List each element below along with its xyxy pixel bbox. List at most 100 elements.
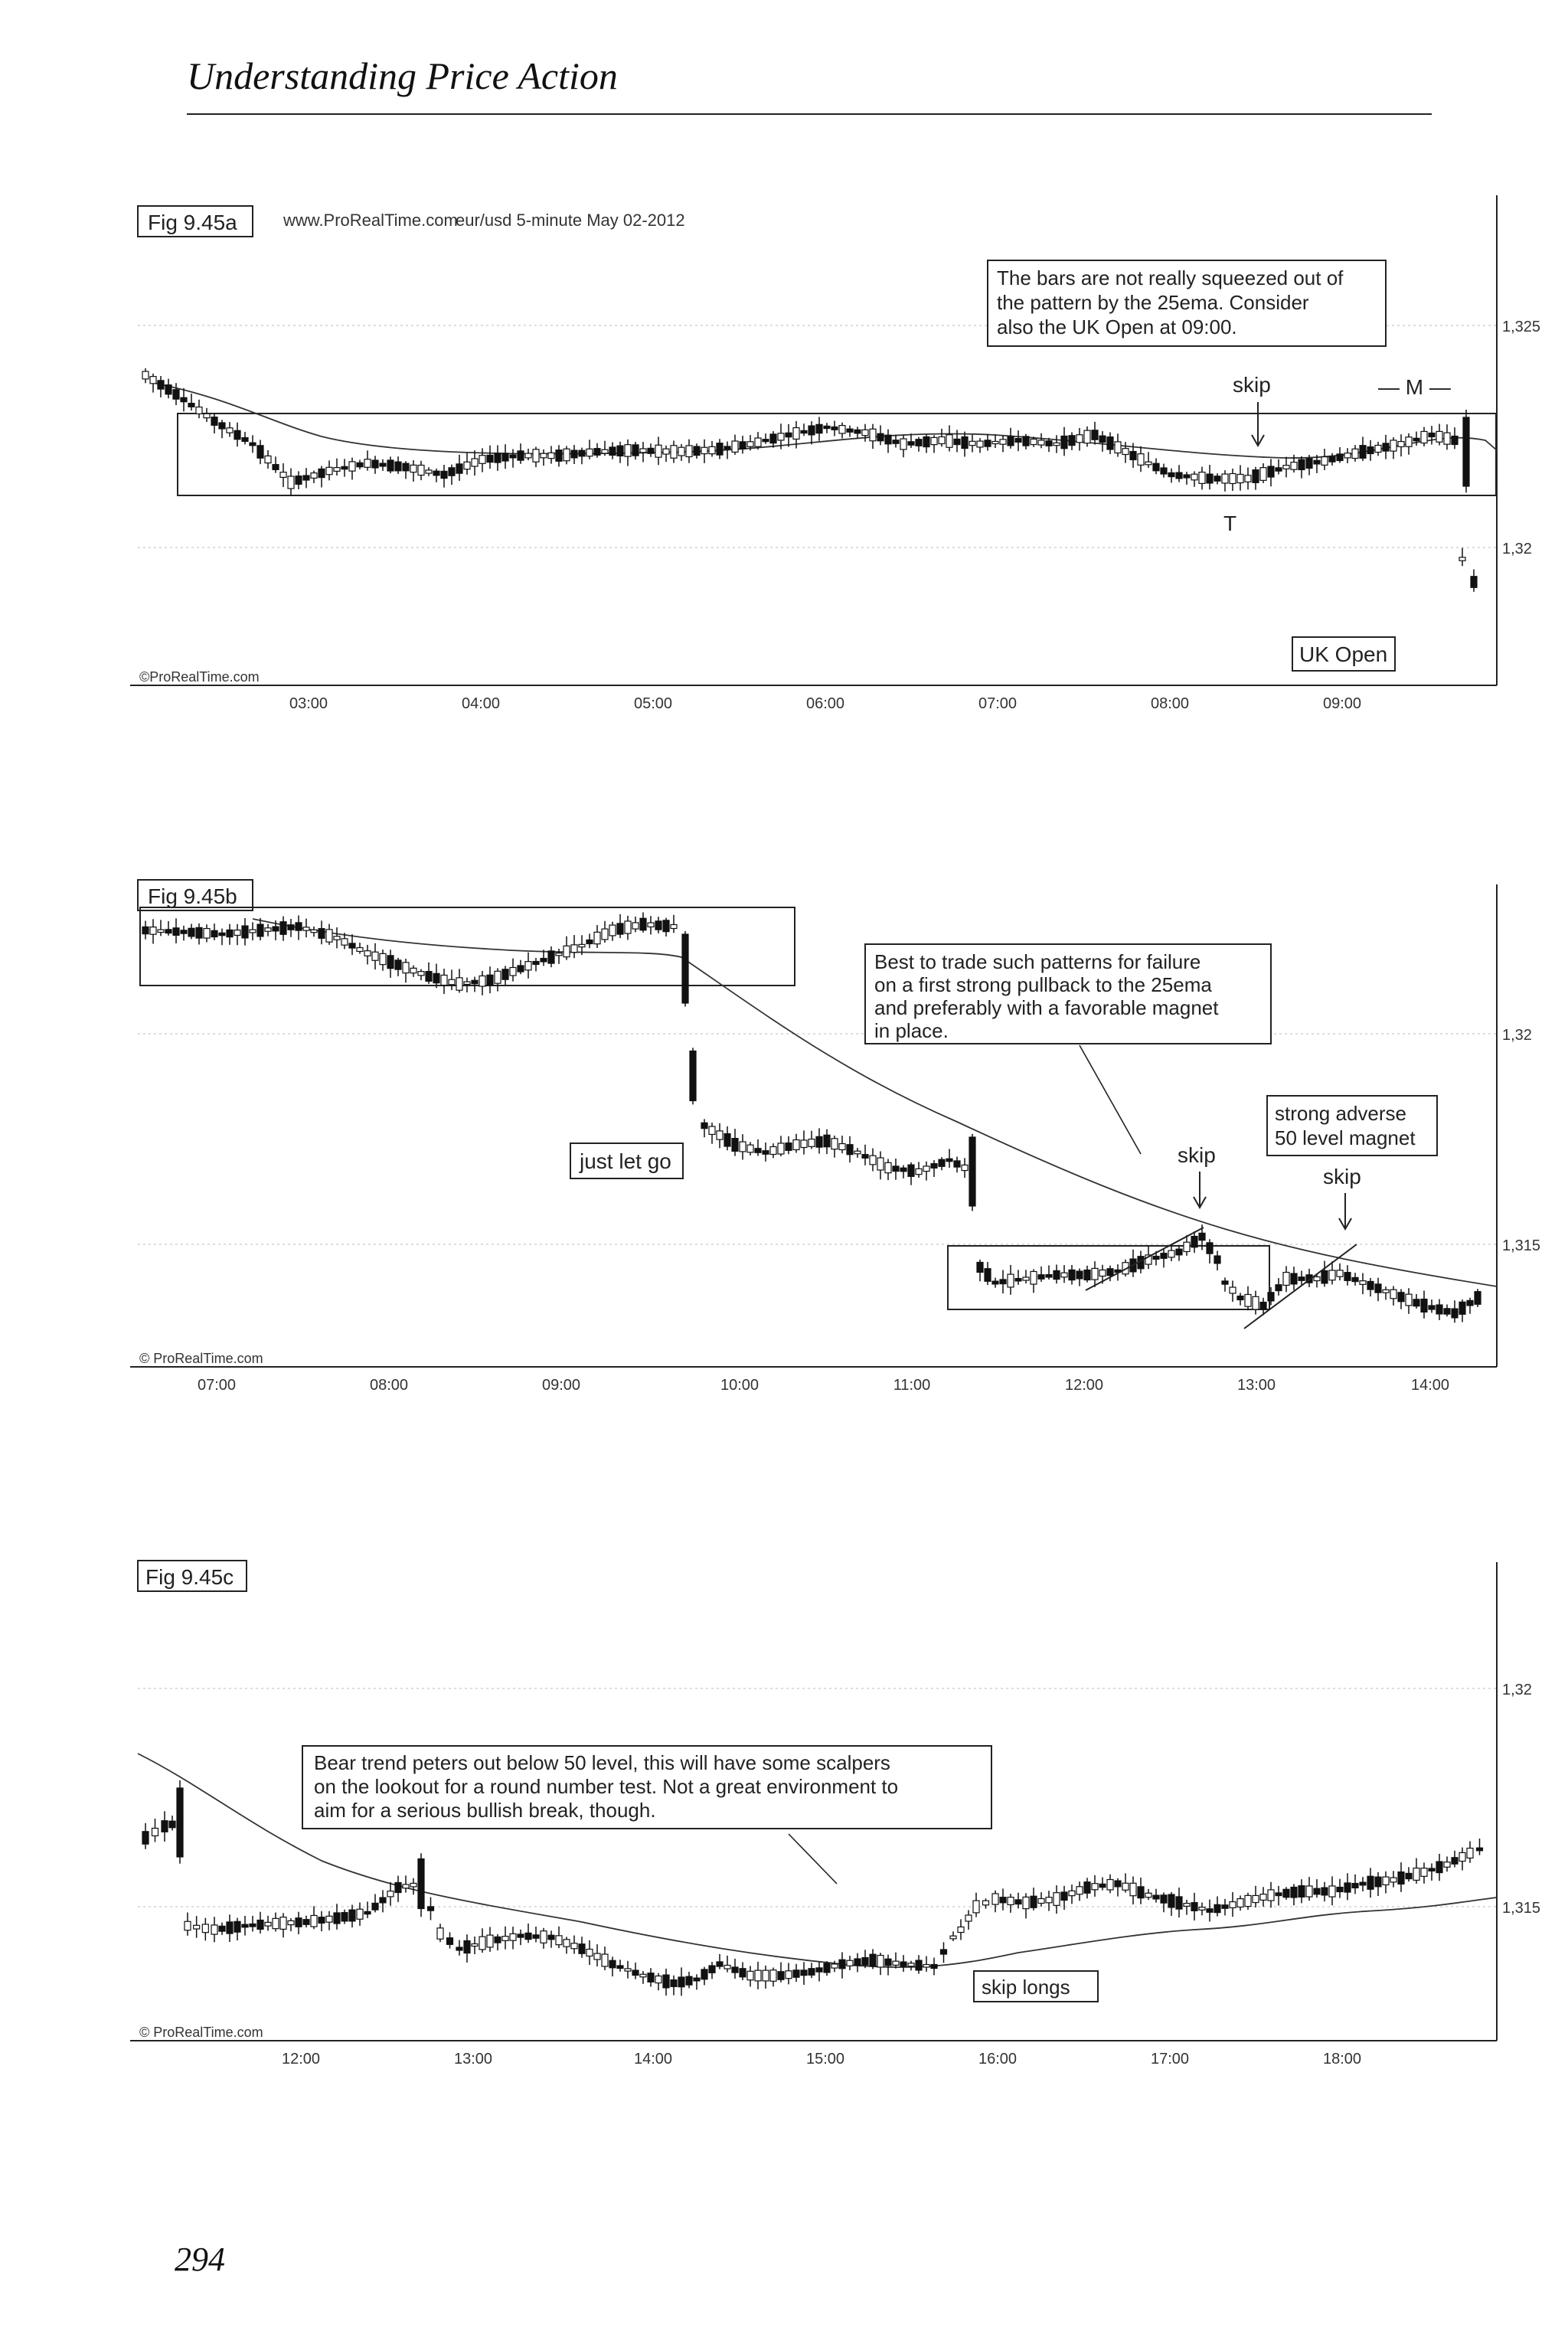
candle-body [1367, 1875, 1374, 1890]
range-box [947, 1245, 1270, 1310]
candle-body [1267, 466, 1275, 478]
candle-body [808, 1139, 815, 1147]
candle-body [402, 1884, 410, 1889]
candle-body [846, 1960, 854, 1966]
note-box [864, 943, 1272, 1044]
candle-body [318, 928, 325, 939]
candle-body [961, 436, 969, 449]
trend-line [1243, 1244, 1357, 1329]
candle-body [547, 950, 555, 964]
candle-body [1459, 1852, 1466, 1862]
candle-body [586, 448, 593, 457]
candle-body [1475, 1847, 1484, 1852]
candle-body [1068, 435, 1076, 446]
candle-body [1198, 1232, 1206, 1241]
candle-body [1344, 1882, 1351, 1893]
candle-body [1160, 1253, 1168, 1259]
candle-body [670, 923, 678, 930]
candle-body [907, 441, 915, 446]
candle-body [609, 1960, 616, 1969]
candle-body [348, 1909, 356, 1922]
candle-body [869, 1953, 877, 1967]
candle-body [157, 929, 165, 933]
candle-body [387, 955, 394, 969]
candle-body [211, 930, 218, 938]
watermark: ©ProRealTime.com [139, 669, 260, 685]
candle-body [524, 961, 532, 971]
candle-body [593, 1953, 601, 1960]
candle-body [142, 1831, 149, 1845]
note-line: the pattern by the 25ema. Consider [997, 291, 1309, 314]
candle-body [417, 971, 425, 976]
candle-body [456, 977, 463, 991]
y-tick-label: 1,325 [1502, 319, 1540, 335]
head-rule [187, 113, 1432, 115]
candle-body [815, 423, 823, 434]
candle-body [1351, 448, 1359, 459]
candle-body [731, 1966, 739, 1973]
candle-body [1313, 1276, 1321, 1282]
candle-body [1428, 1305, 1436, 1310]
candle-body [982, 1900, 990, 1906]
candle-body [1443, 1308, 1451, 1315]
arrow-head [1251, 434, 1265, 448]
candle-body [1137, 1886, 1145, 1899]
candle-body [1367, 446, 1374, 455]
candle-body [923, 436, 930, 448]
figure-label: Fig 9.45c [145, 1565, 234, 1589]
candle-body [647, 922, 655, 928]
candle-body [831, 1963, 838, 1969]
candle-body [984, 1268, 991, 1282]
candle-body [1175, 1248, 1183, 1256]
candle-body [341, 938, 348, 946]
candle-body [379, 1897, 387, 1904]
candle-body [754, 1969, 762, 1982]
candle-body [884, 434, 892, 445]
candle-body [846, 1144, 854, 1156]
candle-body [769, 1146, 777, 1156]
candle-body [946, 434, 953, 448]
candle-body [915, 439, 923, 446]
candle-body [279, 472, 287, 478]
candle-body [1229, 472, 1236, 485]
candle-body [547, 452, 555, 459]
candle-body [341, 1912, 348, 1922]
figure-label: Fig 9.45b [148, 884, 237, 908]
candle-body [234, 929, 241, 937]
candle-body [632, 1969, 639, 1976]
candle-body [1413, 1299, 1420, 1307]
candle-body [1336, 1270, 1344, 1277]
candle-body [1336, 453, 1344, 462]
candle-body [387, 1891, 394, 1898]
y-tick-label: 1,32 [1502, 541, 1532, 557]
candle-body [831, 1138, 838, 1150]
candle-body [1068, 1269, 1076, 1281]
candle-body [1214, 1904, 1221, 1914]
candle-body [188, 403, 195, 407]
candle-body [593, 931, 601, 945]
candle-body [1083, 430, 1091, 444]
candle-body [1045, 1273, 1053, 1278]
candle-body [1183, 1241, 1191, 1253]
candle-body [1351, 1882, 1359, 1889]
candle-body [142, 926, 149, 935]
chart-subtitle: eur/usd 5-minute May 02-2012 [456, 211, 685, 230]
x-tick-label: 18:00 [1323, 2051, 1361, 2068]
candle-body [479, 1936, 486, 1950]
candle-body [563, 1939, 570, 1947]
candle-body [264, 455, 272, 464]
candle-body [1397, 440, 1405, 448]
candle-body [739, 1968, 746, 1978]
candle-body [601, 928, 609, 940]
candle-body [287, 924, 295, 930]
candle-body [1106, 1878, 1114, 1891]
candle-body [1459, 1301, 1466, 1315]
candle-body [930, 1963, 938, 1969]
candle-body [333, 936, 341, 940]
candle-body [586, 939, 593, 945]
candle-body [831, 426, 838, 430]
candle-body [609, 446, 616, 456]
candle-body [1030, 1895, 1037, 1908]
uk-open-box [1292, 636, 1396, 672]
candle-body [1160, 467, 1168, 475]
